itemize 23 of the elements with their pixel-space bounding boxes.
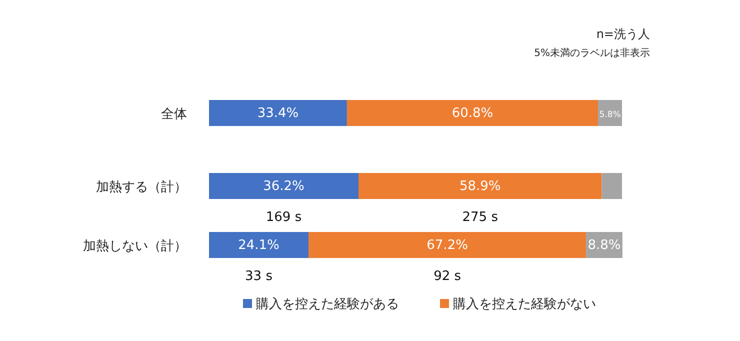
data-label: 67.2% (426, 238, 468, 253)
data-label: 33.4% (257, 106, 299, 121)
y-tick-label: 加熱する（計） (96, 180, 187, 195)
data-label: 58.9% (459, 179, 501, 194)
data-label: 8.8% (588, 238, 621, 253)
bar (209, 232, 309, 258)
legend-label: 購入を控えた経験がある (256, 297, 399, 312)
annotation: 275 s (462, 210, 498, 225)
data-label: 24.1% (238, 238, 280, 253)
y-tick-label: 全体 (161, 107, 187, 122)
bar (308, 232, 586, 258)
data-label: 5.8% (599, 109, 621, 119)
bar (209, 100, 347, 126)
bar (346, 100, 598, 126)
annotation: 169 s (266, 210, 302, 225)
text: n=洗う人 (596, 27, 650, 41)
data-label: 60.8% (452, 106, 494, 121)
data-label: 36.2% (263, 179, 304, 194)
annotation: 92 s (434, 269, 462, 284)
legend-label: 購入を控えた経験がない (453, 297, 596, 312)
annotation: 33 s (245, 269, 273, 284)
y-tick-label: 加熱しない（計） (83, 239, 187, 254)
text: 5%未満のラベルは非表示 (534, 47, 650, 59)
